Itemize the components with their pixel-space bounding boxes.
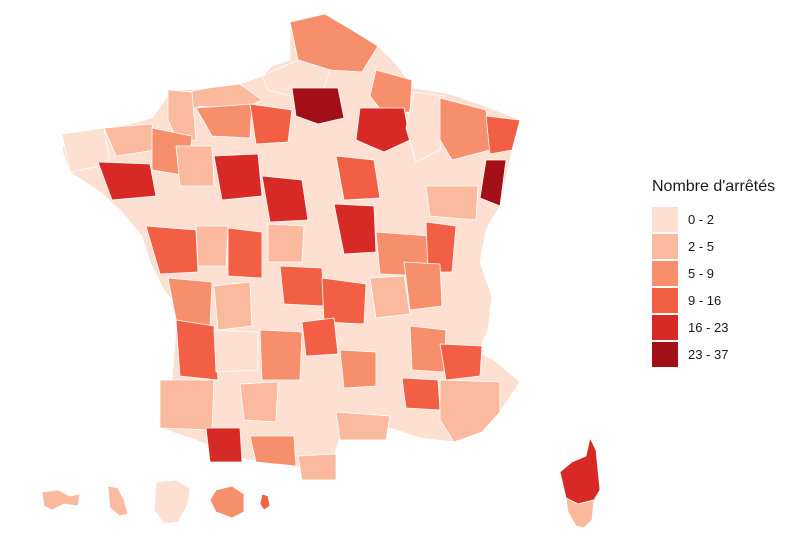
dom-reunion — [209, 485, 245, 519]
legend-swatch — [652, 288, 678, 313]
region-loir-et-cher — [261, 175, 309, 223]
legend-swatch — [652, 207, 678, 232]
region-allier — [321, 277, 367, 325]
legend-title: Nombre d'arrêtés — [652, 178, 776, 195]
region-dordogne — [259, 329, 303, 381]
corse-south — [565, 497, 595, 529]
region-indre — [279, 265, 325, 307]
region-savoie — [439, 343, 483, 381]
region-yonne-cote-dor — [333, 203, 377, 255]
legend-label: 2 - 5 — [688, 239, 715, 254]
region-saone-et-loire — [369, 275, 411, 319]
region-oise — [291, 87, 345, 125]
legend-item: 9 - 16 — [652, 287, 775, 314]
legend-label: 5 - 9 — [688, 266, 715, 281]
corse-north — [559, 437, 601, 505]
legend-item: 16 - 23 — [652, 314, 775, 341]
region-aube — [335, 155, 381, 201]
region-isere — [409, 325, 447, 373]
dom-mayotte — [259, 493, 271, 511]
legend-swatch — [652, 261, 678, 286]
region-loire-atlantique — [145, 225, 199, 275]
region-ain — [403, 261, 443, 311]
region-lot-tarn — [239, 381, 279, 423]
region-correze — [301, 317, 339, 357]
legend-label: 0 - 2 — [688, 212, 715, 227]
region-calvados-orne — [175, 145, 215, 187]
region-mayenne-sarthe — [213, 153, 263, 201]
legend-item: 23 - 37 — [652, 341, 775, 368]
region-cher — [267, 223, 305, 263]
legend-swatch — [652, 342, 678, 367]
region-landes — [159, 379, 215, 431]
legend-item: 0 - 2 — [652, 206, 775, 233]
region-vienne — [213, 281, 253, 331]
region-ardennes-meuse — [405, 91, 445, 163]
legend-label: 9 - 16 — [688, 293, 722, 308]
region-herault-gard — [335, 411, 391, 441]
map-legend: Nombre d'arrêtés 0 - 2 2 - 5 5 - 9 9 - 1… — [652, 178, 775, 368]
region-marne — [355, 107, 411, 153]
region-centre-haute-vienne — [213, 329, 259, 373]
region-jura-doubs — [425, 221, 457, 273]
region-bas-rhin — [485, 115, 521, 155]
region-vendee — [195, 225, 229, 267]
legend-item: 5 - 9 — [652, 260, 775, 287]
region-morbihan — [97, 161, 157, 201]
region-haute-loire — [339, 349, 377, 389]
legend-swatch — [652, 315, 678, 340]
region-haute-saone — [425, 185, 479, 221]
region-lorraine — [439, 97, 491, 161]
region-pyrenees-orientales — [297, 453, 337, 481]
region-indre-et-loire — [227, 227, 263, 279]
legend-label: 23 - 37 — [688, 347, 729, 362]
legend-item: 2 - 5 — [652, 233, 775, 260]
dom-guyane — [153, 479, 191, 525]
region-drome-vaucluse — [401, 377, 441, 411]
region-eure — [195, 103, 253, 139]
region-aude — [249, 435, 297, 467]
legend-swatch — [652, 234, 678, 259]
dom-guadeloupe — [41, 489, 81, 511]
region-var-alpes — [439, 379, 501, 443]
region-gironde — [175, 319, 219, 381]
legend-label: 16 - 23 — [688, 320, 729, 335]
region-hautes-pyrenees — [205, 427, 243, 463]
region-eure-et-loir — [249, 103, 293, 145]
dom-martinique — [107, 485, 129, 517]
region-haut-rhin — [479, 159, 507, 207]
